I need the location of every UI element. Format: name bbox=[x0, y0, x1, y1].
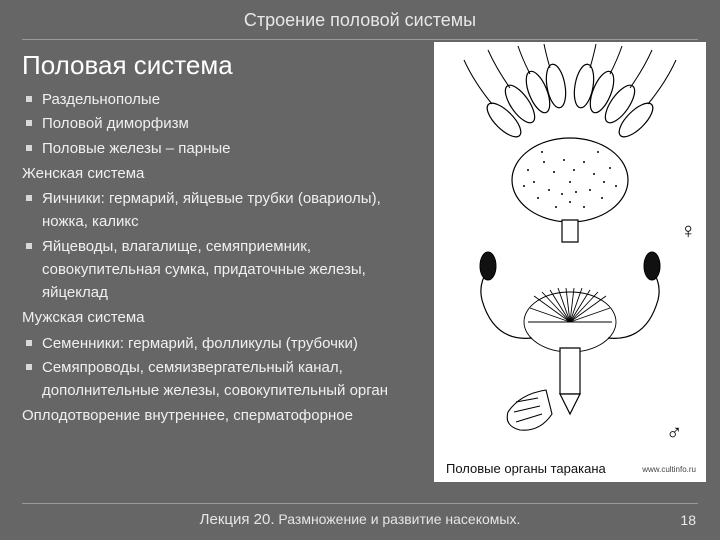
list-item: Семяпроводы, семяизвергательный канал, д… bbox=[22, 356, 422, 403]
list-item: Семенники: гермарий, фолликулы (трубочки… bbox=[22, 332, 422, 355]
text-column: РаздельнополыеПоловой диморфизмПоловые ж… bbox=[22, 87, 422, 430]
figure-caption: Половые органы таракана bbox=[446, 461, 606, 476]
figure-credit: www.cultinfo.ru bbox=[642, 465, 696, 474]
reproductive-diagram: ♀ bbox=[434, 42, 706, 452]
body-list: РаздельнополыеПоловой диморфизмПоловые ж… bbox=[22, 88, 422, 428]
list-item: Яичники: гермарий, яйцевые трубки (овари… bbox=[22, 187, 422, 234]
section-label: Мужская система bbox=[22, 306, 422, 329]
male-symbol: ♂ bbox=[666, 420, 683, 445]
list-item: Раздельнополые bbox=[22, 88, 422, 111]
list-item: Половой диморфизм bbox=[22, 112, 422, 135]
female-symbol: ♀ bbox=[680, 218, 697, 243]
section-label: Женская система bbox=[22, 162, 422, 185]
footer-text: Лекция 20. Размножение и развитие насеко… bbox=[0, 511, 720, 528]
page-number: 18 bbox=[680, 512, 696, 528]
bottom-divider bbox=[22, 503, 698, 504]
section-label: Оплодотворение внутреннее, сперматофорно… bbox=[22, 404, 422, 427]
slide-subtitle: Строение половой системы bbox=[0, 0, 720, 35]
lecture-number: Лекция 20. bbox=[200, 511, 275, 528]
figure-panel: ♀ bbox=[434, 42, 706, 482]
list-item: Яйцеводы, влагалище, семяприемник, совок… bbox=[22, 235, 422, 305]
list-item: Половые железы – парные bbox=[22, 137, 422, 160]
lecture-title: Размножение и развитие насекомых. bbox=[275, 511, 521, 527]
